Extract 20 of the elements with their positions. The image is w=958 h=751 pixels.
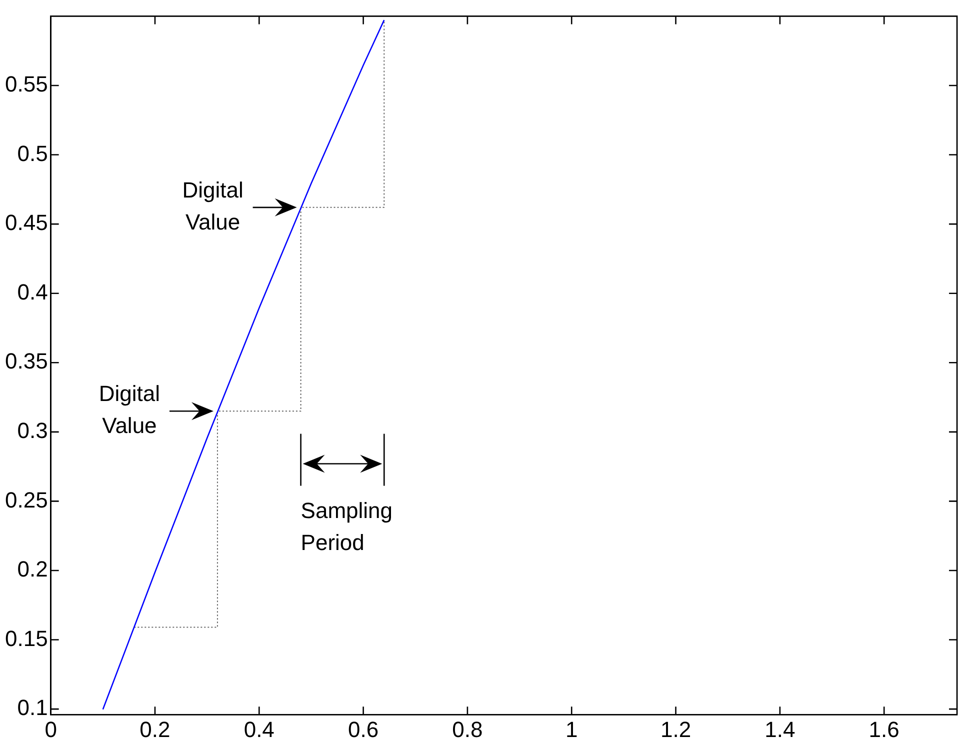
y-tick-label: 0.45 [4,210,48,236]
x-tick-label: 0.2 [140,716,170,742]
x-tick-label: 0.4 [244,716,274,742]
y-tick-label: 0.2 [17,556,48,582]
y-tick-label: 0.5 [17,140,48,166]
y-tick-label: 0.3 [17,418,48,443]
x-tick-label: 0.6 [348,716,379,742]
x-tick-label: 1 [565,716,578,742]
y-tick-label: 0.55 [4,72,48,97]
x-tick-label: 1.2 [660,716,692,742]
y-tick-label: 0.35 [4,348,48,374]
y-tick-label: 0.25 [4,487,48,512]
annotation: Digital Value [182,177,244,234]
annotation: Digital Value [98,381,160,438]
y-tick-label: 0.15 [4,626,48,651]
x-tick-label: 1.6 [868,716,900,742]
y-tick-label: 0.4 [17,279,48,304]
x-tick-label: 0.8 [452,716,483,742]
x-tick-label: 1.4 [764,716,796,742]
annotation: Sampling Period [300,498,393,555]
